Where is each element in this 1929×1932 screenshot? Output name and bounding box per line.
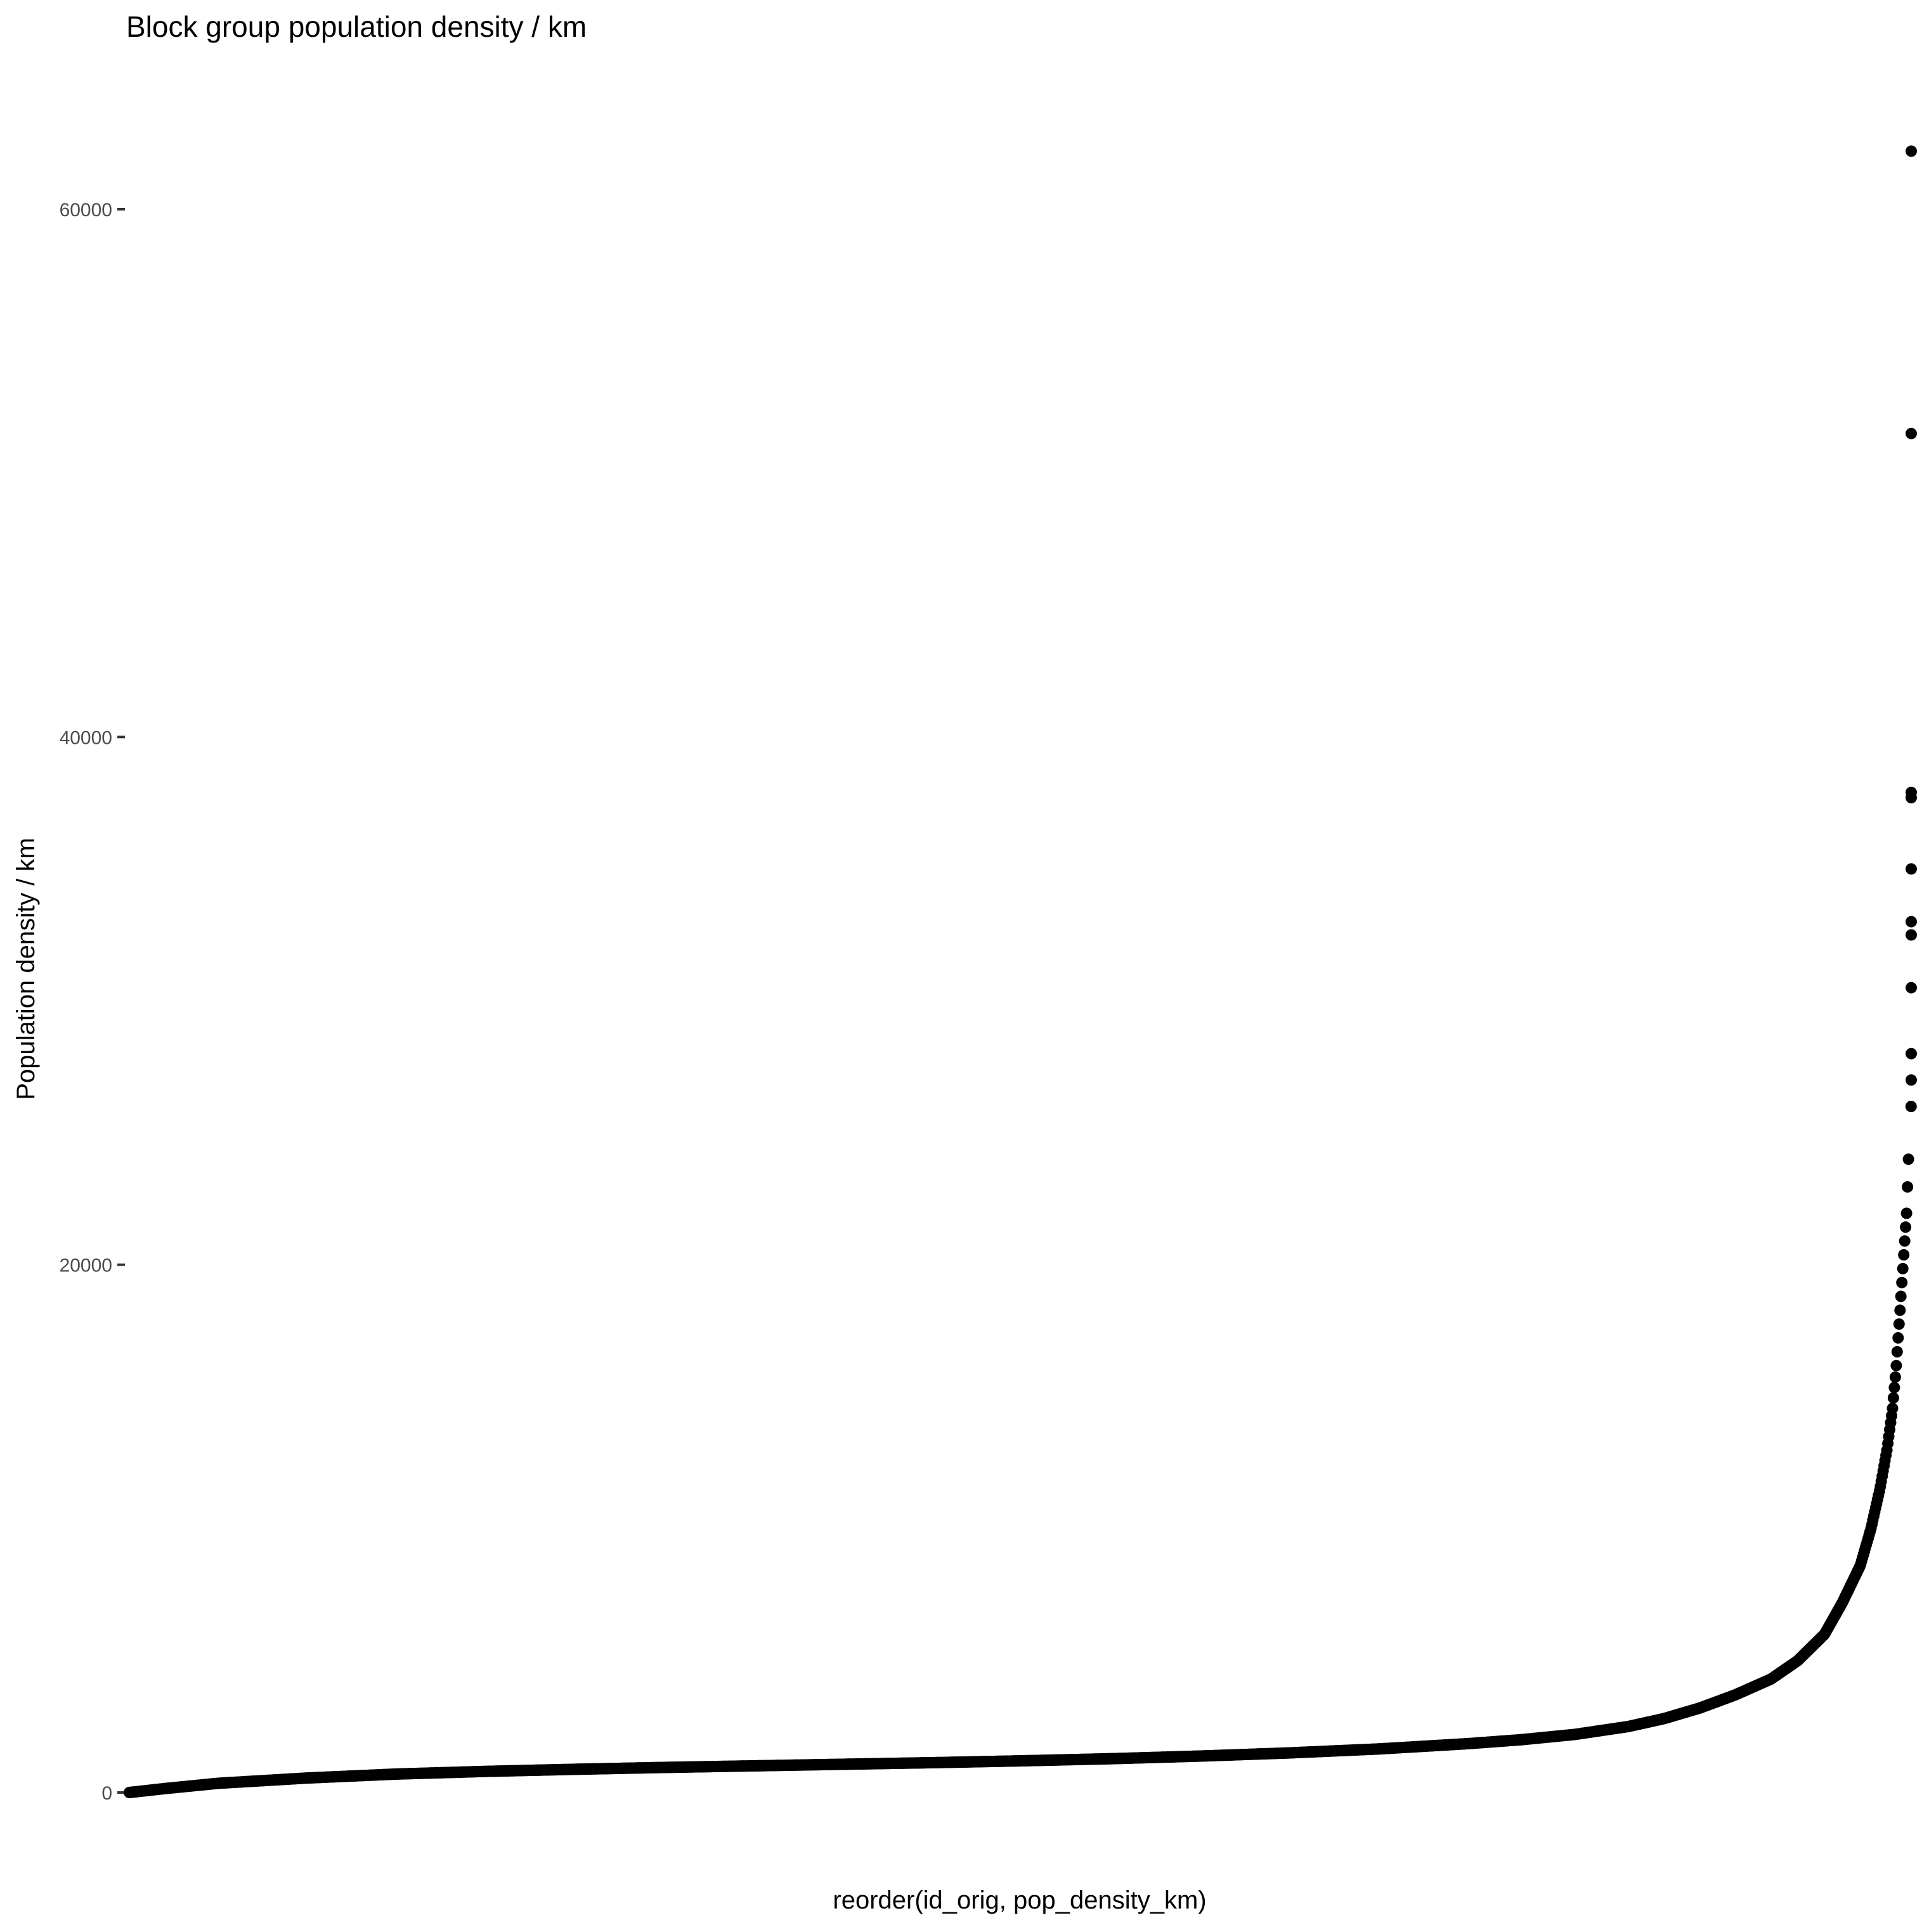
data-point [1900,1221,1912,1233]
data-point-outlier [1906,1074,1917,1086]
data-point [1893,1318,1905,1330]
chart-title: Block group population density / km [126,10,587,43]
data-point [1902,1181,1914,1193]
data-point-outlier [1906,145,1917,157]
data-point-outlier [1906,786,1917,798]
data-point [1900,1207,1913,1219]
data-point-outlier [1906,982,1917,994]
data-point-outlier [1906,863,1917,875]
data-point [1891,1345,1903,1358]
y-tick-label: 20000 [60,1255,112,1276]
data-point-outlier [1906,1047,1917,1060]
data-point [1888,1382,1900,1394]
data-points [124,145,1917,1798]
data-point [1902,1153,1914,1165]
data-point [1889,1371,1901,1383]
data-point [1898,1249,1910,1261]
y-tick-label: 60000 [60,200,112,221]
y-tick-label: 40000 [60,727,112,748]
data-point [1887,1403,1899,1415]
x-axis-title: reorder(id_orig, pop_density_km) [833,1886,1206,1914]
data-point [1896,1276,1908,1288]
data-point [1892,1332,1904,1344]
data-point [1897,1262,1909,1274]
data-point [1894,1304,1906,1316]
y-tick-label: 0 [101,1783,112,1804]
data-point-outlier [1906,916,1917,928]
data-point-outlier [1905,1101,1917,1112]
y-axis: 0 20000 40000 60000 [60,200,125,1804]
y-axis-title: Population density / km [12,838,40,1100]
data-point [1887,1392,1899,1404]
data-point [1895,1290,1907,1302]
data-point [1899,1235,1911,1247]
data-point-outlier [1906,929,1917,941]
data-point-outlier [1906,427,1917,439]
data-point [1890,1359,1902,1371]
